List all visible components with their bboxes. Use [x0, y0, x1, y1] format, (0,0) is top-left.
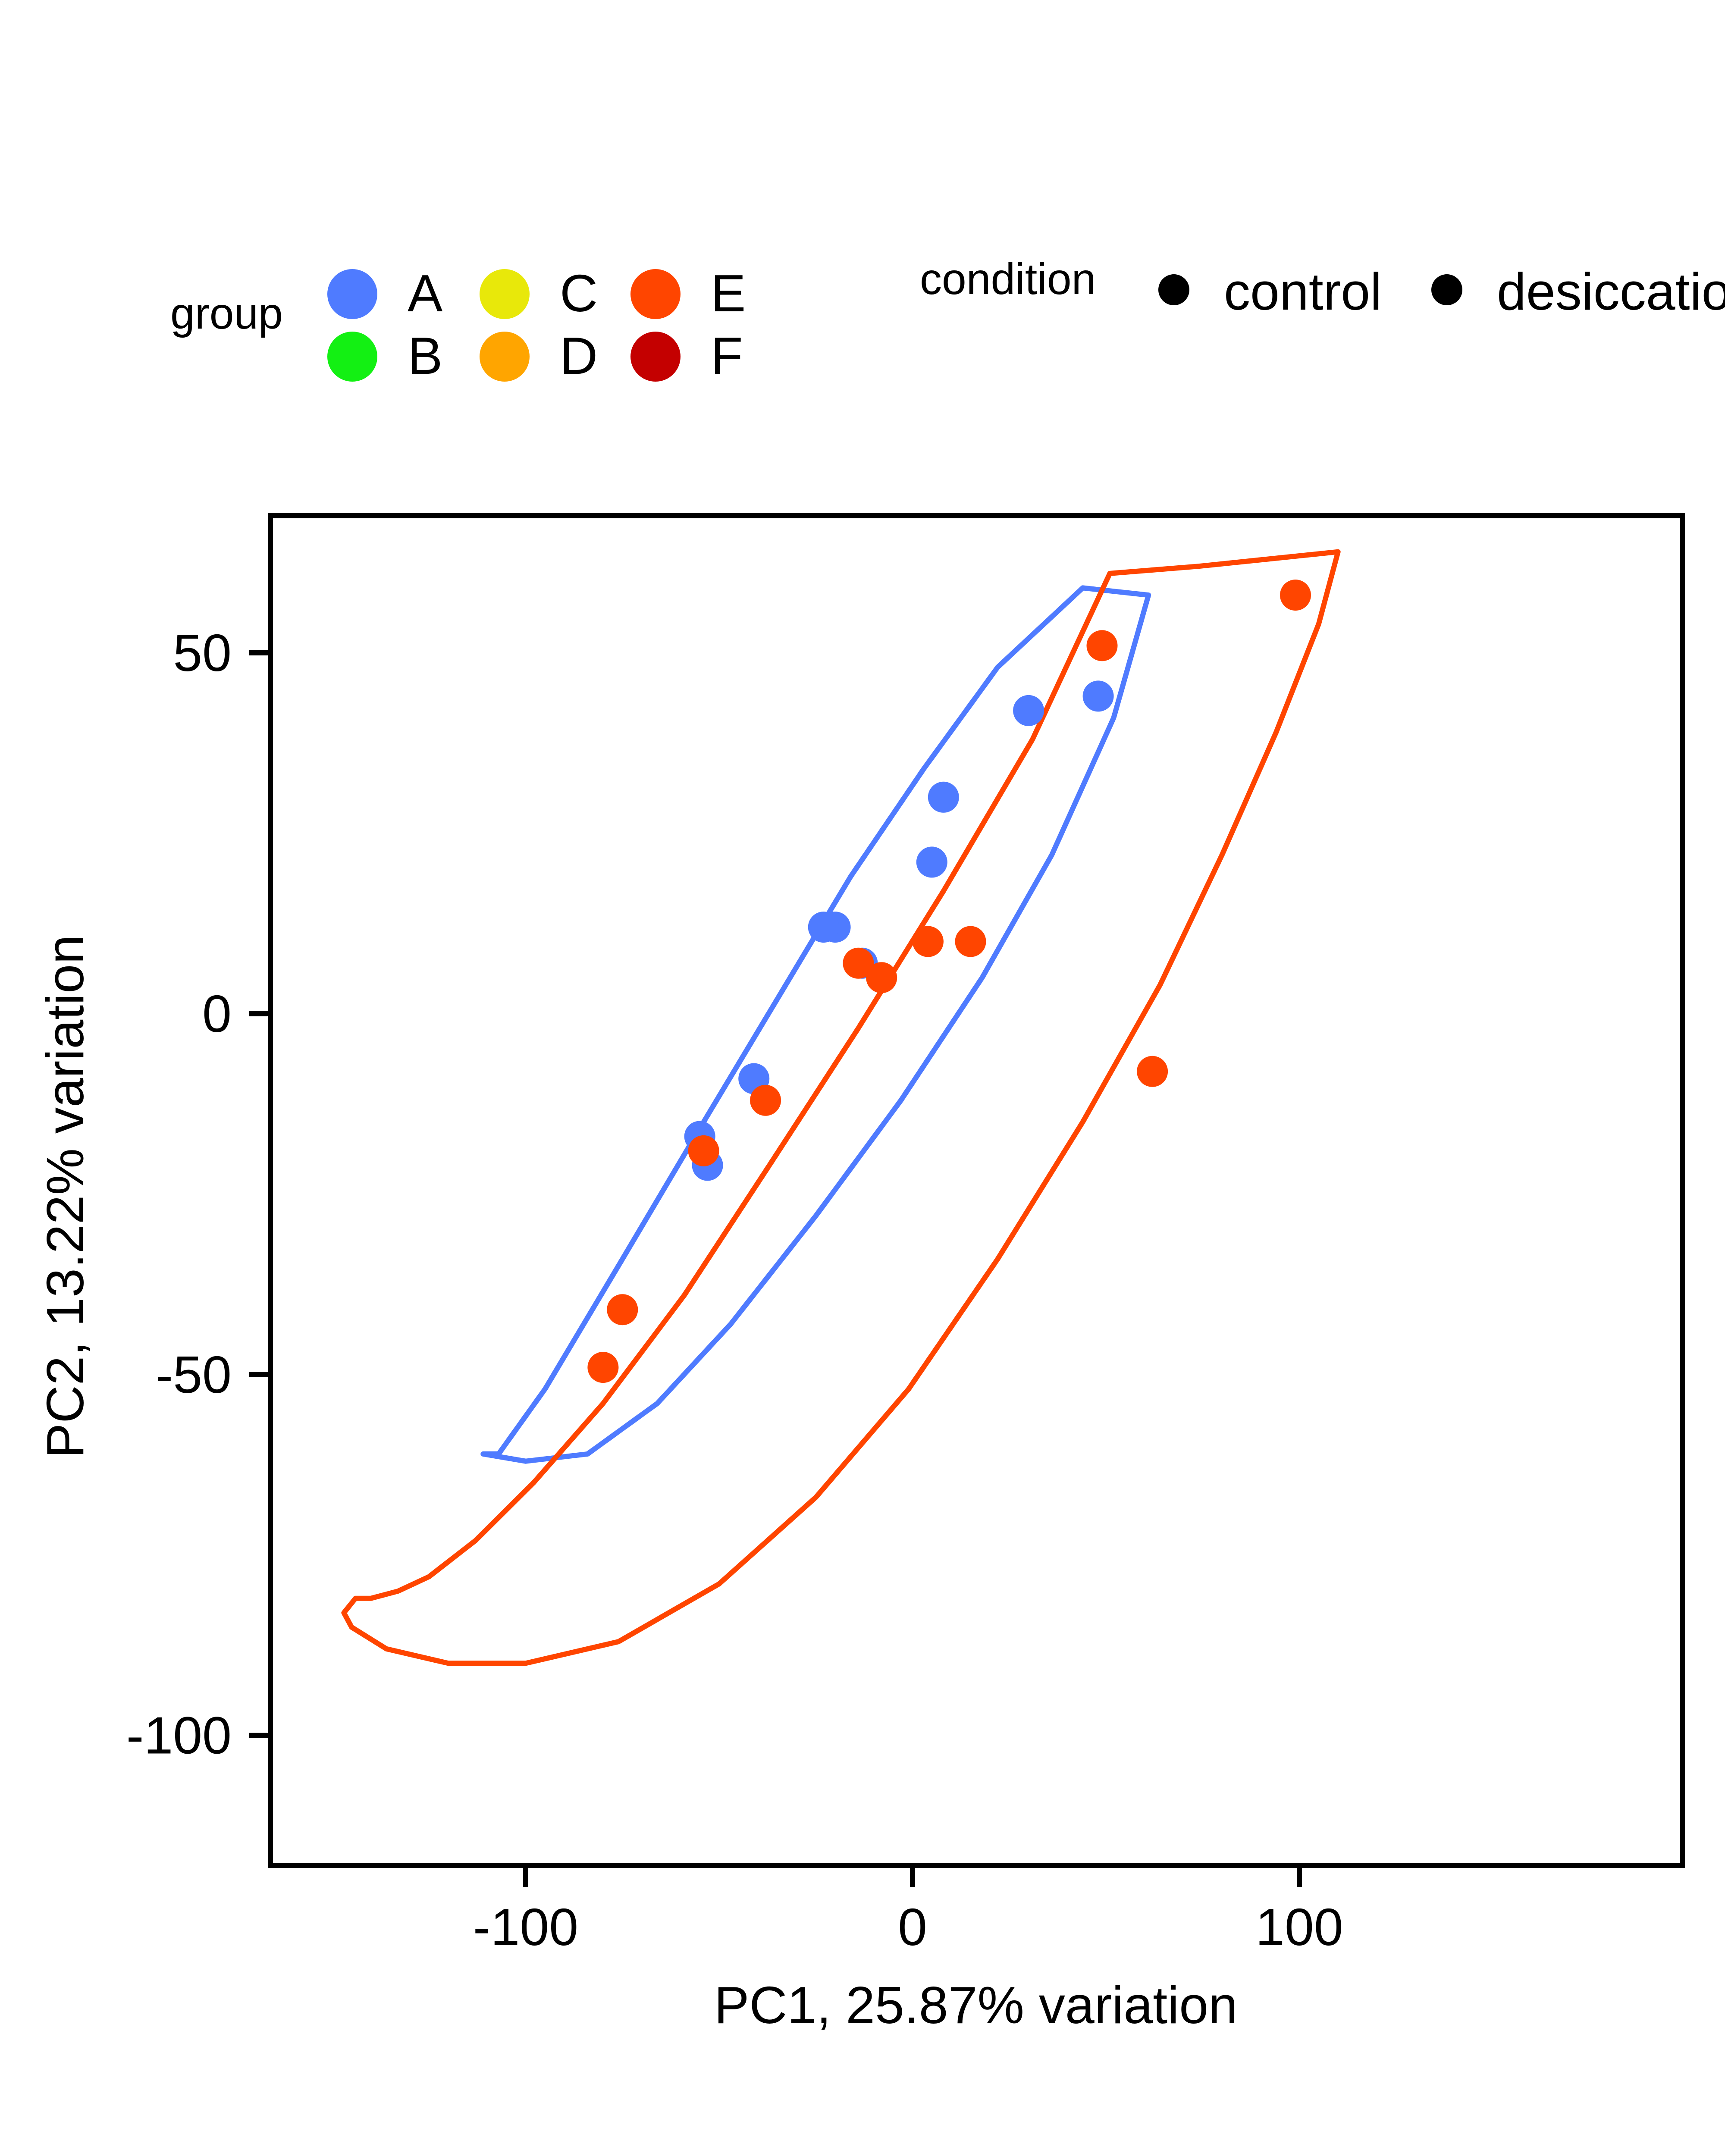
- legend-label-e: E: [711, 264, 746, 323]
- legend-key-d: [480, 332, 530, 382]
- ellipse-group-e: [341, 549, 1341, 1666]
- legend-label-a: A: [408, 264, 443, 323]
- y-axis-label: PC2, 13.22% variation: [36, 935, 94, 1458]
- legend-group-title: group: [170, 289, 283, 338]
- point-e-6: [866, 962, 897, 993]
- point-e-11: [1137, 1056, 1168, 1087]
- point-e-9: [607, 1294, 638, 1326]
- point-a-1: [1082, 680, 1114, 712]
- point-e-10: [587, 1352, 619, 1383]
- x-tick-label-1: -100: [473, 1898, 578, 1956]
- point-a-4: [916, 846, 947, 878]
- data-points: [587, 580, 1311, 1383]
- y-tick-label-4: -100: [126, 1706, 232, 1765]
- point-a-2: [1013, 695, 1044, 726]
- legend-label-d: D: [560, 326, 598, 385]
- legend-key-e: [630, 269, 681, 319]
- legend-group: group AB CD EF: [170, 264, 746, 385]
- point-e-7: [750, 1084, 781, 1116]
- legend-condition-label-control: control: [1224, 262, 1382, 321]
- x-tick-label-3: 100: [1255, 1898, 1343, 1956]
- point-e-8: [688, 1135, 719, 1166]
- point-e-3: [955, 926, 986, 957]
- x-axis-label: PC1, 25.87% variation: [714, 1976, 1238, 2034]
- point-a-3: [928, 781, 959, 813]
- point-e-5: [843, 947, 874, 979]
- legend-label-f: F: [711, 326, 743, 385]
- point-e-2: [1086, 630, 1118, 661]
- legend-key-f: [630, 332, 681, 382]
- legend-condition-title: condition: [920, 254, 1096, 304]
- confidence-ellipses: [341, 549, 1341, 1666]
- legend-key-b: [327, 332, 377, 382]
- y-tick-label-3: -50: [156, 1345, 232, 1404]
- legend-label-b: B: [408, 326, 442, 385]
- legend-label-c: C: [560, 264, 598, 323]
- y-tick-label-1: 50: [173, 624, 232, 682]
- legend-condition-key-desiccation: [1431, 274, 1462, 305]
- legend-condition: condition control desiccation: [920, 254, 1725, 321]
- legend-key-c: [480, 269, 530, 319]
- y-tick-label-2: 0: [202, 984, 232, 1043]
- ellipse-group-a: [480, 585, 1151, 1464]
- point-e-4: [912, 926, 944, 957]
- plot-panel: [268, 513, 1685, 1868]
- legend-condition-key-control: [1158, 274, 1189, 305]
- point-e-1: [1280, 580, 1311, 611]
- y-axis: 50 0 -50 -100: [126, 624, 270, 1765]
- plot-border: [268, 513, 1685, 1868]
- legend-key-a: [327, 269, 377, 319]
- x-axis: -100 0 100: [473, 1865, 1343, 1956]
- point-a-6: [808, 912, 839, 943]
- x-tick-label-2: 0: [898, 1898, 927, 1956]
- legend-condition-label-desiccation: desiccation: [1497, 262, 1725, 321]
